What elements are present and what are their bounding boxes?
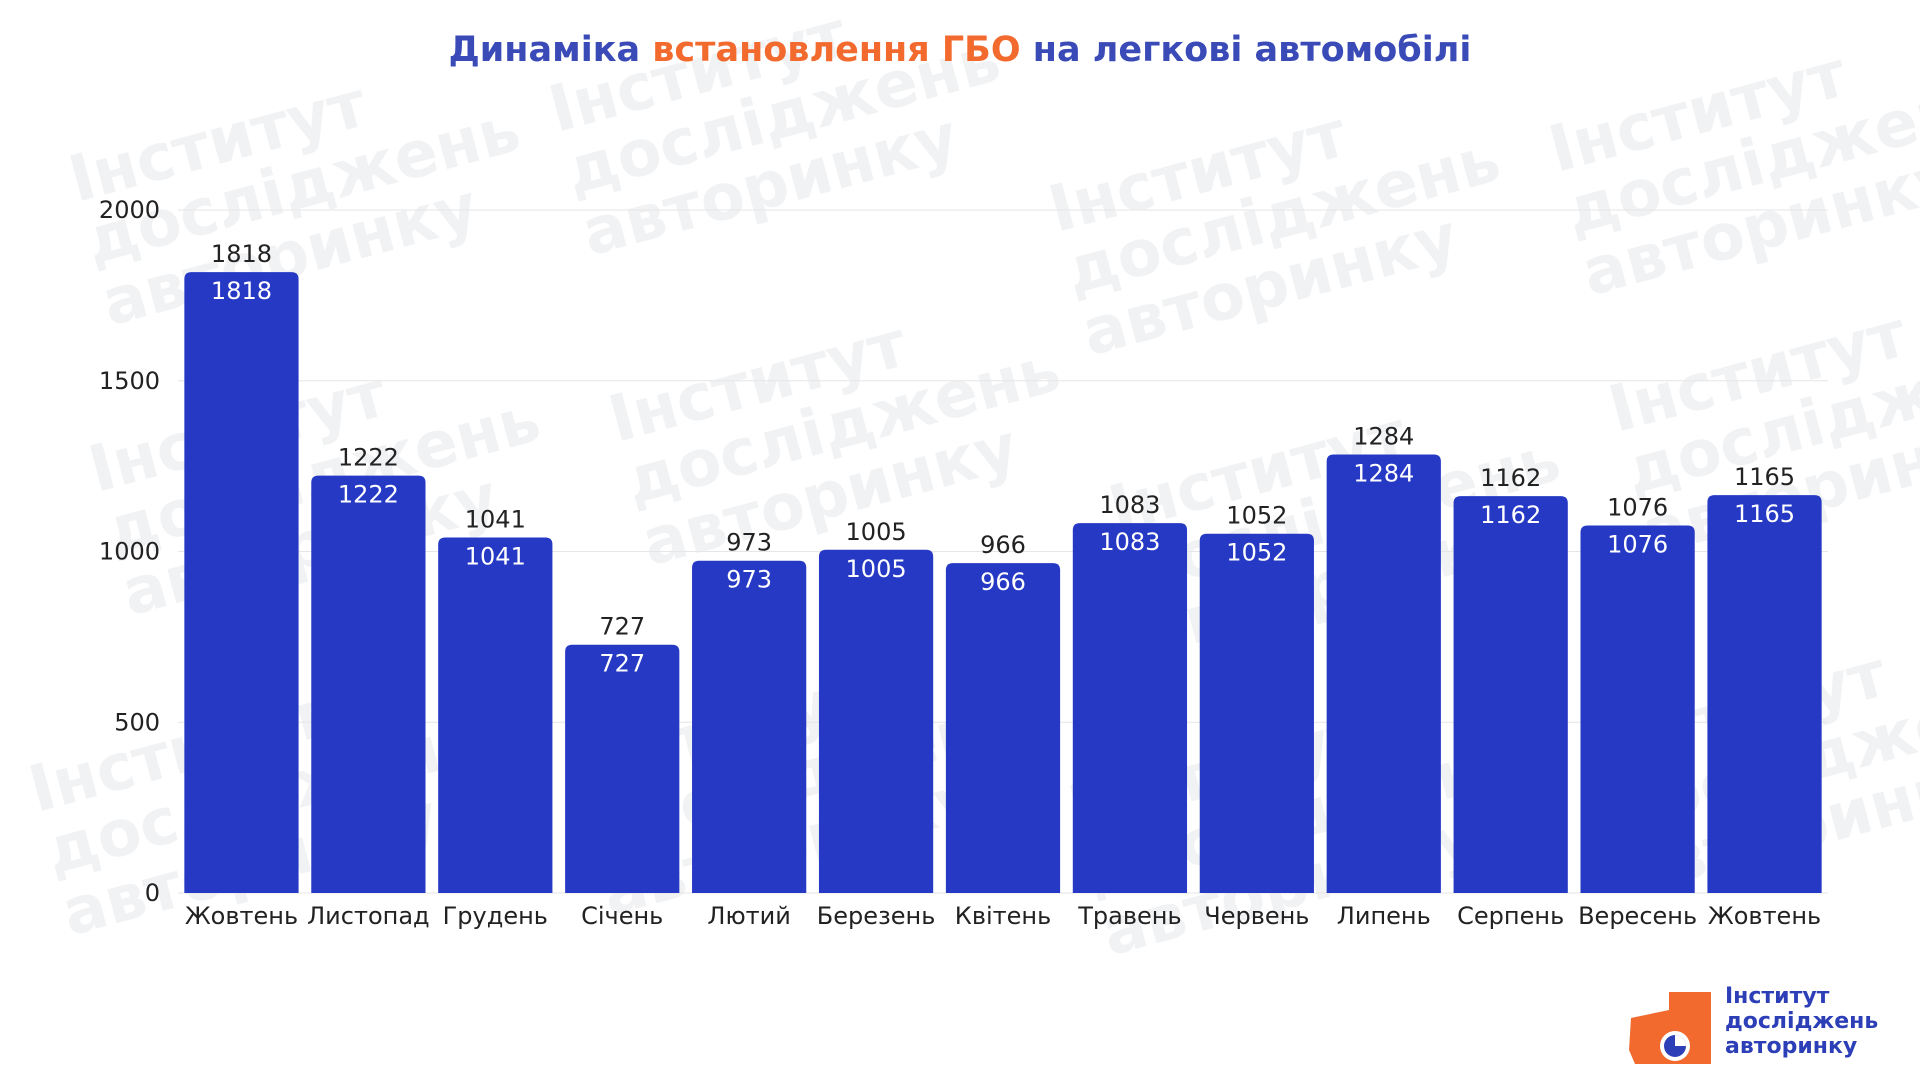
data-label-above: 1076 bbox=[1607, 494, 1668, 522]
chart-title-part2: встановлення ГБО bbox=[652, 30, 1021, 70]
bar bbox=[184, 272, 299, 893]
x-tick-label: Липень bbox=[1337, 902, 1431, 930]
x-tick-label: Квітень bbox=[955, 902, 1051, 930]
logo-line3: авторинку bbox=[1725, 1034, 1858, 1059]
x-tick-label: Січень bbox=[581, 902, 663, 930]
data-label-inside: 1076 bbox=[1607, 531, 1668, 559]
data-label-above: 1083 bbox=[1099, 491, 1160, 519]
x-tick-label: Серпень bbox=[1457, 902, 1564, 930]
data-label-inside: 1052 bbox=[1226, 539, 1287, 567]
bar bbox=[1580, 525, 1695, 893]
bar bbox=[311, 475, 426, 893]
logo-line1: Інститут bbox=[1725, 984, 1830, 1009]
x-tick-label: Травень bbox=[1077, 902, 1181, 930]
data-label-inside: 1005 bbox=[846, 555, 907, 583]
data-label-inside: 1222 bbox=[338, 481, 399, 509]
logo-text: Інститут досліджень авторинку bbox=[1725, 984, 1878, 1059]
bar bbox=[1453, 496, 1568, 893]
y-tick-label: 1000 bbox=[99, 538, 160, 566]
x-tick-label: Жовтень bbox=[1708, 902, 1821, 930]
data-label-above: 727 bbox=[599, 613, 645, 641]
y-tick-label: 0 bbox=[145, 879, 160, 907]
y-tick-label: 500 bbox=[114, 708, 160, 736]
data-label-inside: 1083 bbox=[1099, 528, 1160, 556]
chart-title: Динаміка встановлення ГБО на легкові авт… bbox=[0, 30, 1920, 70]
data-label-inside: 1818 bbox=[211, 277, 272, 305]
data-label-above: 1052 bbox=[1226, 502, 1287, 530]
data-label-inside: 973 bbox=[726, 566, 772, 594]
bar bbox=[1072, 523, 1188, 893]
x-tick-label: Червень bbox=[1204, 902, 1309, 930]
data-label-above: 973 bbox=[726, 529, 772, 557]
chart-title-part3: на легкові автомобілі bbox=[1032, 30, 1472, 70]
x-tick-label: Грудень bbox=[443, 902, 548, 930]
brand-logo: Інститут досліджень авторинку bbox=[1625, 984, 1905, 1074]
data-label-above: 1005 bbox=[846, 518, 907, 546]
bar bbox=[1199, 533, 1314, 893]
data-label-above: 1162 bbox=[1480, 464, 1541, 492]
data-label-above: 1222 bbox=[338, 444, 399, 472]
data-label-above: 1041 bbox=[465, 505, 526, 533]
bar bbox=[438, 537, 553, 893]
bar bbox=[945, 563, 1061, 893]
data-label-above: 1165 bbox=[1734, 463, 1795, 491]
data-label-inside: 1041 bbox=[465, 542, 526, 570]
x-tick-label: Березень bbox=[817, 902, 936, 930]
x-tick-label: Вересень bbox=[1578, 902, 1697, 930]
data-label-above: 1284 bbox=[1353, 423, 1414, 451]
data-label-above: 966 bbox=[980, 531, 1026, 559]
bar bbox=[1707, 495, 1822, 893]
bar bbox=[818, 549, 934, 893]
logo-line2: досліджень bbox=[1725, 1009, 1879, 1034]
data-label-inside: 1162 bbox=[1480, 501, 1541, 529]
x-tick-label: Жовтень bbox=[185, 902, 298, 930]
logo-mark-icon bbox=[1629, 992, 1711, 1064]
chart-title-part1: Динаміка bbox=[448, 30, 641, 70]
data-label-above: 1818 bbox=[211, 240, 272, 268]
y-tick-label: 1500 bbox=[99, 367, 160, 395]
y-tick-label: 2000 bbox=[99, 196, 160, 224]
data-label-inside: 1165 bbox=[1734, 500, 1795, 528]
bar bbox=[565, 644, 680, 893]
data-label-inside: 966 bbox=[980, 568, 1026, 596]
x-tick-label: Лютий bbox=[707, 902, 790, 930]
bar bbox=[1326, 454, 1441, 893]
x-tick-label: Листопад bbox=[307, 902, 430, 930]
data-label-inside: 1284 bbox=[1353, 460, 1414, 488]
bar bbox=[692, 560, 807, 893]
data-label-inside: 727 bbox=[599, 650, 645, 678]
